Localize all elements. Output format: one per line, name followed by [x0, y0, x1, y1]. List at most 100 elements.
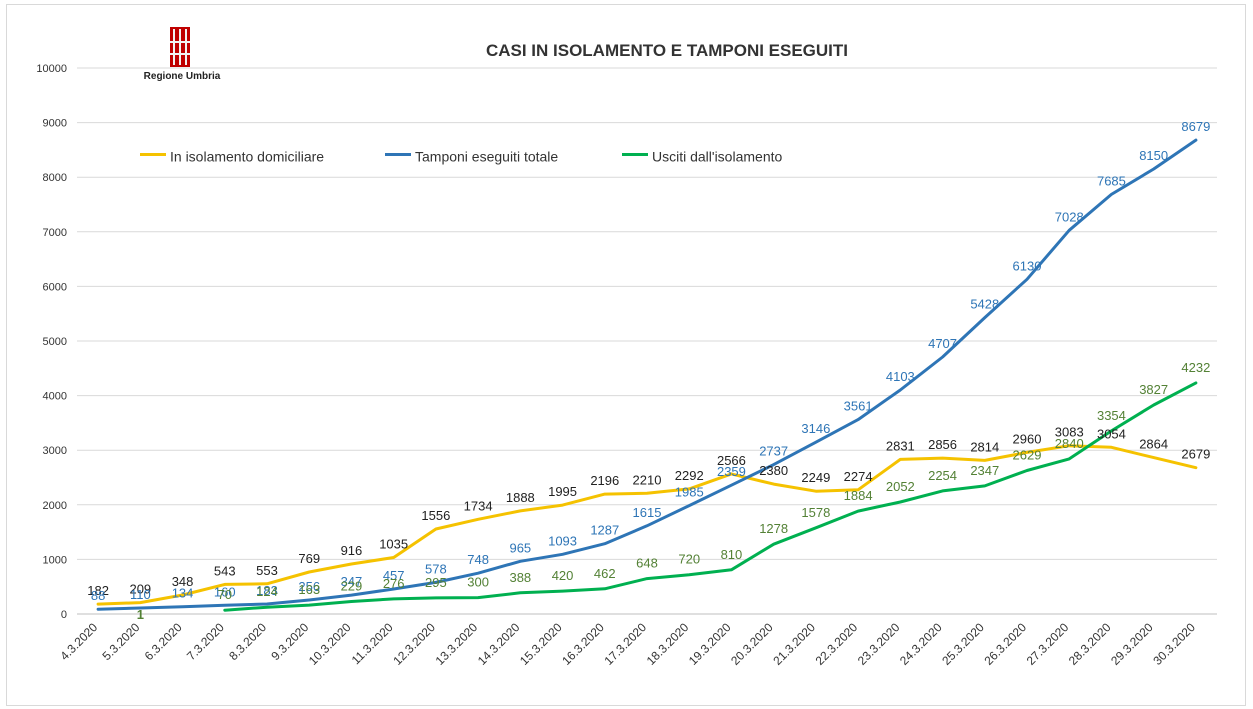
x-tick-label: 30.3.2020	[1150, 620, 1198, 668]
data-label: 648	[636, 556, 658, 571]
data-label: 2566	[717, 453, 746, 468]
region-logo: Regione Umbria	[142, 27, 222, 85]
data-label: 965	[509, 540, 531, 555]
legend-label-isolamento: In isolamento domiciliare	[170, 148, 325, 165]
data-label: 2196	[590, 473, 619, 488]
x-tick-label: 9.3.2020	[268, 620, 311, 663]
series-line-0	[96, 444, 1198, 606]
legend-label-usciti: Usciti dall'isolamento	[652, 148, 783, 165]
data-label: 300	[467, 575, 489, 590]
data-label: 1888	[506, 490, 535, 505]
data-label: 209	[129, 582, 151, 597]
legend-item-isolamento: In isolamento domiciliare	[140, 147, 324, 167]
data-label: 3146	[801, 421, 830, 436]
data-label: 2380	[759, 463, 788, 478]
data-label: 2840	[1055, 436, 1084, 451]
data-label: 388	[509, 570, 531, 585]
legend-item-tamponi: Tamponi eseguiti totale	[385, 147, 558, 167]
data-label: 2249	[801, 470, 830, 485]
y-tick-label: 1000	[43, 554, 67, 566]
data-label: 2347	[970, 463, 999, 478]
x-tick-label: 15.3.2020	[517, 620, 565, 668]
data-label: 2856	[928, 437, 957, 452]
y-tick-label: 6000	[43, 281, 67, 293]
x-tick-label: 24.3.2020	[897, 620, 945, 668]
x-tick-label: 5.3.2020	[100, 620, 143, 663]
x-tick-label: 21.3.2020	[770, 620, 818, 668]
data-label: 3054	[1097, 426, 1126, 441]
data-label: 2292	[675, 468, 704, 483]
data-label: 2960	[1013, 431, 1042, 446]
y-tick-label: 0	[61, 609, 67, 621]
data-label: 1985	[675, 485, 704, 500]
data-label: 8679	[1181, 119, 1210, 134]
data-label: 543	[214, 563, 236, 578]
data-label: 1556	[421, 508, 450, 523]
data-label: 8150	[1139, 148, 1168, 163]
data-label: 2831	[886, 438, 915, 453]
data-label: 256	[298, 579, 320, 594]
data-label: 3354	[1097, 408, 1126, 423]
x-tick-label: 18.3.2020	[644, 620, 692, 668]
y-tick-label: 3000	[43, 445, 67, 457]
legend-swatch-tamponi	[385, 152, 411, 156]
series-line-1	[96, 138, 1198, 611]
data-label: 457	[383, 568, 405, 583]
data-label: 1734	[464, 498, 493, 513]
data-label: 1093	[548, 533, 577, 548]
x-tick-label: 26.3.2020	[981, 620, 1029, 668]
data-label: 3561	[844, 399, 873, 414]
data-label: 134	[172, 586, 194, 601]
chart-plot: 0 1000 2000 3000 4000 5000 6000 7000 8000 9000 100…	[36, 63, 1217, 668]
data-label: 183	[256, 583, 278, 598]
data-label: 6130	[1013, 258, 1042, 273]
data-label: 1884	[844, 488, 873, 503]
data-label: 553	[256, 563, 278, 578]
data-label: 720	[678, 552, 700, 567]
data-label: 347	[341, 574, 363, 589]
y-tick-label: 8000	[43, 172, 67, 184]
x-tick-label: 23.3.2020	[855, 620, 903, 668]
data-label: 229	[341, 578, 363, 593]
data-label: 916	[341, 543, 363, 558]
data-label: 2864	[1139, 437, 1168, 452]
data-label: 420	[552, 568, 574, 583]
x-tick-label: 25.3.2020	[939, 620, 987, 668]
x-tick-label: 14.3.2020	[475, 620, 523, 668]
data-label: 1995	[548, 484, 577, 499]
x-tick-label: 28.3.2020	[1066, 620, 1114, 668]
data-label: 3827	[1139, 382, 1168, 397]
y-tick-label: 2000	[43, 500, 67, 512]
data-label: 4232	[1181, 360, 1210, 375]
data-label: 2359	[717, 464, 746, 479]
data-label: 160	[214, 584, 236, 599]
x-tick-label: 8.3.2020	[226, 620, 269, 663]
data-label: 578	[425, 561, 447, 576]
y-tick-label: 9000	[43, 118, 67, 130]
x-tick-label: 11.3.2020	[349, 620, 396, 667]
x-tick-label: 10.3.2020	[306, 620, 354, 668]
data-label: 2210	[633, 472, 662, 487]
x-tick-label: 20.3.2020	[728, 620, 776, 668]
x-tick-label: 19.3.2020	[686, 620, 734, 668]
x-tick-label: 27.3.2020	[1024, 620, 1072, 668]
y-tick-label: 10000	[36, 63, 67, 75]
data-label: 3083	[1055, 425, 1084, 440]
data-label: 810	[721, 547, 743, 562]
data-label: 462	[594, 566, 616, 581]
data-label: 110	[130, 587, 151, 602]
data-label: 2274	[844, 469, 873, 484]
data-label: 88	[91, 588, 105, 603]
data-label: 7028	[1055, 209, 1084, 224]
data-label: 4103	[886, 369, 915, 384]
x-tick-label: 29.3.2020	[1108, 620, 1156, 668]
data-label: 748	[467, 552, 489, 567]
data-label: 295	[425, 575, 447, 590]
data-label: 2737	[759, 444, 788, 459]
data-label: 2052	[886, 479, 915, 494]
x-tick-label: 17.3.2020	[601, 620, 649, 668]
data-label: 2679	[1181, 447, 1210, 462]
legend-swatch-isolamento	[140, 152, 166, 156]
coat-of-arms-icon	[170, 27, 190, 67]
y-tick-label: 5000	[43, 336, 67, 348]
